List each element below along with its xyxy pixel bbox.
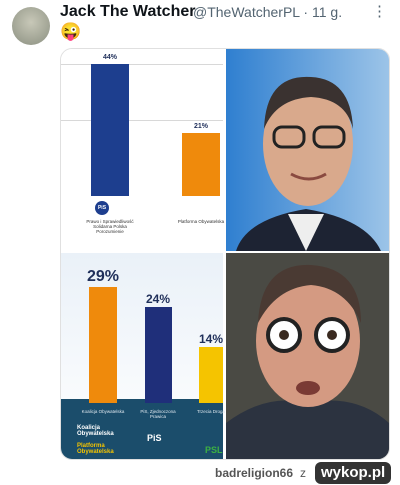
tweet-text: 😜 [60,22,82,41]
value-label: 14% [198,332,224,346]
avatar[interactable] [12,7,50,45]
value-label: 29% [86,268,120,285]
footer-user: badreligion66 [215,466,294,480]
logo-strip [61,399,223,459]
footer-word: z [300,466,306,480]
value-label: 24% [145,292,171,306]
party-logo: PSL [205,445,223,455]
more-menu[interactable]: ⋮ [372,3,387,20]
category-label: PiS, Zjednoczona Prawica [140,409,176,419]
bar [182,133,220,196]
divider [61,64,223,65]
value-label: 21% [193,123,208,130]
party-logo: PiS [95,201,109,215]
bar [91,64,129,196]
category-label: Platforma Obywatelska [177,219,225,224]
bar [89,287,117,403]
value-label: 44% [102,54,117,61]
bar [144,307,172,403]
bar [199,347,223,403]
media-grid[interactable]: 44% Prawo i Sprawiedliwość Solidarna Pols… [60,48,390,460]
category-label: Koalicja Obywatelska [81,409,125,414]
party-logo: PiS [147,433,162,443]
category-label: Trzecia Droga [196,409,226,414]
party-logo: Koalicja Obywatelska [77,425,114,437]
author-name[interactable]: Jack The Watcher [60,3,196,20]
photo-bottom[interactable] [226,253,389,459]
party-logo: Platforma Obywatelska [77,443,114,455]
divider [61,120,223,121]
footer-site[interactable]: wykop.pl [315,462,392,484]
photo-top[interactable] [226,49,389,251]
tweet-meta: @TheWatcherPL · 11 g. [193,4,343,20]
category-label: Prawo i Sprawiedliwość Solidarna Polska … [86,219,134,234]
